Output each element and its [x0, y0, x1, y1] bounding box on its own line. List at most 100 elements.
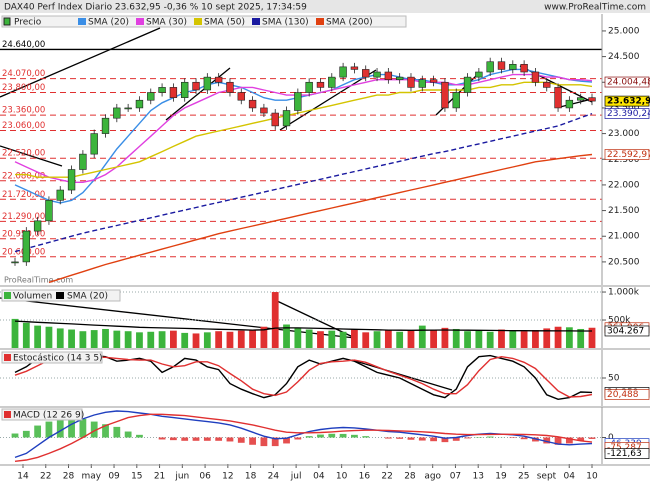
legend-box: [1, 351, 103, 364]
legend-swatch: [194, 18, 202, 25]
y-tick-label: 20.500: [608, 257, 640, 267]
legend-label: Precio: [14, 18, 42, 28]
value-box-label: 23.632,95: [607, 97, 650, 107]
y-tick-label: 0: [608, 433, 614, 443]
candle: [260, 107, 268, 114]
volume-bar: [147, 331, 155, 348]
volume-bar: [351, 328, 358, 348]
histogram-bar: [90, 421, 98, 438]
x-tick-label: 15: [131, 472, 142, 482]
histogram-bar: [588, 437, 596, 439]
volume-bar: [464, 331, 471, 348]
legend-label: SMA (200): [326, 18, 373, 28]
histogram-bar: [520, 437, 528, 440]
line-series: [14, 320, 592, 332]
volume-bar: [317, 331, 324, 348]
candle: [135, 99, 144, 109]
level-label: 23.060,00: [2, 121, 45, 131]
volume-bar: [102, 328, 109, 348]
histogram-bar: [113, 426, 121, 438]
y-tick-label: 25.000: [608, 26, 640, 36]
value-box: [604, 325, 650, 337]
candle: [56, 189, 64, 201]
volume-bar: [158, 331, 166, 348]
histogram-bar: [79, 418, 87, 438]
level-label: 23.800,00: [2, 83, 45, 93]
histogram-bar: [203, 437, 211, 441]
histogram-bar: [283, 437, 290, 444]
level-label: 24.070,00: [2, 69, 45, 79]
y-tick-label: 500k: [608, 316, 631, 326]
x-tick-label: 12: [222, 472, 233, 482]
volume-bar: [452, 328, 460, 348]
volume-bar: [418, 325, 426, 348]
volume-bar: [305, 329, 313, 348]
histogram-bar: [441, 437, 449, 443]
candle: [33, 220, 42, 232]
legend-swatch: [316, 18, 324, 25]
panel-title: Volumen: [13, 292, 52, 302]
histogram-bar: [158, 437, 166, 440]
histogram-bar: [45, 421, 53, 438]
trend-line: [165, 67, 231, 121]
volume-bar: [271, 292, 279, 348]
y-tick-label: 21.000: [608, 232, 640, 242]
histogram-bar: [271, 437, 279, 447]
candle: [463, 76, 472, 93]
x-tick-label: jul: [290, 472, 302, 482]
x-tick-label: 07: [450, 472, 461, 482]
histogram-bar: [102, 424, 109, 438]
histogram-bar: [22, 430, 30, 438]
histogram-bar: [486, 436, 494, 438]
volume-bar: [294, 328, 302, 348]
histogram-bar: [260, 437, 268, 447]
histogram-bar: [249, 437, 256, 445]
candle: [565, 99, 574, 109]
histogram-bar: [169, 437, 177, 441]
x-tick-label: sept: [537, 472, 557, 482]
histogram-bar: [124, 431, 132, 438]
x-tick-label: 19: [495, 472, 507, 482]
volume-bar: [22, 322, 30, 348]
watermark: ProRealTime.com: [4, 276, 73, 285]
y-tick-label: 21.500: [608, 206, 640, 216]
x-tick-label: 13: [472, 472, 483, 482]
candle: [226, 81, 234, 93]
candle: [169, 87, 178, 98]
candle: [214, 76, 223, 83]
trend-line: [559, 98, 593, 108]
volume-bar: [328, 330, 336, 348]
chart-title: DAX40 Perf Index Diario 23.632,95 -0,36 …: [4, 3, 307, 13]
candle: [192, 81, 200, 91]
candle: [407, 76, 415, 88]
legend-swatch: [56, 292, 64, 299]
legend-swatch: [136, 18, 144, 25]
candle: [543, 81, 551, 88]
header-bar: [0, 0, 650, 13]
volume-bar: [362, 332, 370, 348]
candle: [362, 69, 370, 78]
source: www.ProRealTime.com: [544, 3, 646, 13]
candle: [429, 79, 438, 83]
histogram-bar: [34, 425, 42, 438]
x-tick-label: 04: [564, 472, 576, 482]
histogram-bar: [237, 437, 245, 443]
volume-bar: [532, 330, 539, 348]
volume-bar: [373, 331, 381, 348]
candle: [158, 87, 166, 93]
volume-bar: [169, 330, 177, 348]
level-label: 23.360,00: [2, 106, 45, 116]
y-tick-label: 1.000k: [608, 288, 640, 298]
histogram-bar: [11, 433, 19, 438]
candle: [316, 81, 325, 88]
candle: [181, 81, 189, 98]
volume-bar: [339, 331, 347, 348]
legend-swatch: [4, 354, 11, 361]
volume-bar: [430, 329, 438, 348]
volume-bar: [56, 328, 64, 348]
x-tick-label: 10: [336, 472, 348, 482]
x-tick-label: 16: [359, 472, 371, 482]
volume-bar: [509, 330, 517, 348]
value-box-label: -121,63: [607, 449, 642, 459]
histogram-bar: [181, 437, 189, 441]
